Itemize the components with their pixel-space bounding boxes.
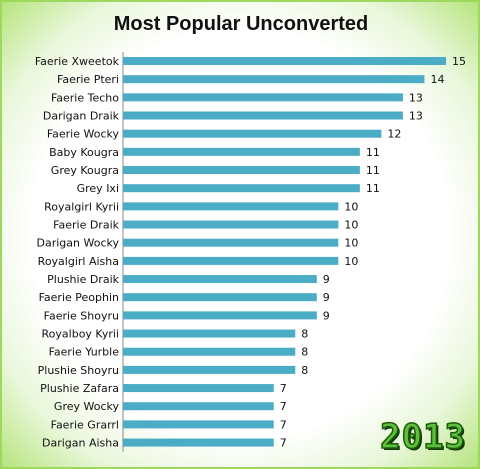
category-label: Grey Kougra bbox=[51, 164, 119, 177]
value-label: 9 bbox=[323, 291, 330, 304]
bar bbox=[123, 384, 274, 393]
category-label: Faerie Draik bbox=[53, 219, 119, 232]
value-label: 7 bbox=[280, 400, 287, 413]
value-label: 12 bbox=[387, 128, 401, 141]
value-label: 15 bbox=[452, 55, 466, 68]
category-label: Grey Ixi bbox=[77, 182, 119, 195]
bar bbox=[123, 420, 274, 429]
value-label: 7 bbox=[280, 382, 287, 395]
bar bbox=[123, 347, 296, 356]
bar bbox=[123, 438, 274, 447]
value-label: 9 bbox=[323, 273, 330, 286]
category-label: Faerie Techo bbox=[51, 91, 119, 104]
value-label: 9 bbox=[323, 309, 330, 322]
value-label: 7 bbox=[280, 418, 287, 431]
bar bbox=[123, 93, 403, 102]
category-label: Faerie Grarrl bbox=[51, 418, 119, 431]
category-label: Faerie Pteri bbox=[57, 73, 119, 86]
category-label: Plushie Shoyru bbox=[38, 364, 119, 377]
value-label: 8 bbox=[301, 328, 308, 341]
value-label: 14 bbox=[430, 73, 444, 86]
year-badge: 2013 bbox=[379, 416, 466, 458]
chart-title: Most Popular Unconverted bbox=[114, 13, 368, 35]
category-label: Darigan Draik bbox=[43, 110, 120, 123]
category-label: Royalboy Kyrii bbox=[42, 328, 119, 341]
category-label: Faerie Wocky bbox=[47, 128, 120, 141]
bar bbox=[123, 129, 382, 138]
value-label: 10 bbox=[344, 200, 358, 213]
category-label: Faerie Xweetok bbox=[35, 55, 120, 68]
category-label: Baby Kougra bbox=[49, 146, 119, 159]
value-label: 10 bbox=[344, 237, 358, 250]
value-label: 11 bbox=[366, 164, 380, 177]
category-label: Grey Wocky bbox=[54, 400, 120, 413]
category-label: Darigan Wocky bbox=[37, 237, 120, 250]
bar bbox=[123, 166, 360, 175]
bar bbox=[123, 311, 317, 320]
category-label: Plushie Zafara bbox=[40, 382, 119, 395]
value-label: 10 bbox=[344, 219, 358, 232]
value-label: 10 bbox=[344, 255, 358, 268]
category-label: Royalgirl Kyrii bbox=[44, 200, 119, 213]
bar bbox=[123, 147, 360, 156]
category-label: Plushie Draik bbox=[47, 273, 119, 286]
bar bbox=[123, 238, 339, 247]
value-label: 11 bbox=[366, 182, 380, 195]
bar bbox=[123, 275, 317, 284]
category-label: Faerie Shoyru bbox=[44, 309, 119, 322]
category-label: Royalgirl Aisha bbox=[38, 255, 119, 268]
bar bbox=[123, 256, 339, 265]
bar bbox=[123, 184, 360, 193]
value-label: 7 bbox=[280, 437, 287, 450]
value-label: 8 bbox=[301, 364, 308, 377]
bar bbox=[123, 111, 403, 120]
value-label: 13 bbox=[409, 110, 423, 123]
bar bbox=[123, 293, 317, 302]
bar bbox=[123, 202, 339, 211]
category-label: Faerie Peophin bbox=[39, 291, 119, 304]
bar bbox=[123, 57, 446, 65]
bar bbox=[123, 365, 296, 374]
value-label: 13 bbox=[409, 91, 423, 104]
bar bbox=[123, 220, 339, 229]
value-label: 8 bbox=[301, 346, 308, 359]
value-label: 11 bbox=[366, 146, 380, 159]
bars-group: Faerie Xweetok 15 Faerie Pteri 14 Faerie Tec… bbox=[35, 55, 466, 450]
bar bbox=[123, 402, 274, 411]
category-label: Darigan Aisha bbox=[42, 437, 119, 450]
bar bbox=[123, 75, 425, 84]
category-label: Faerie Yurble bbox=[49, 346, 120, 359]
bar bbox=[123, 329, 296, 338]
